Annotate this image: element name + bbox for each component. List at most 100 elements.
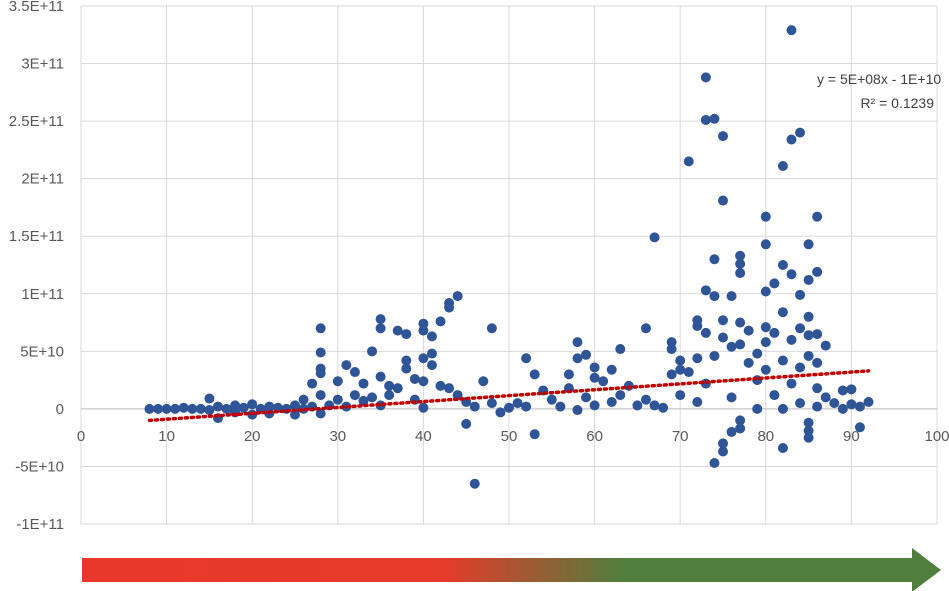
linear-trendline [147, 369, 871, 423]
data-point [718, 315, 728, 326]
data-point [675, 355, 686, 366]
data-point [521, 401, 532, 412]
data-point [735, 317, 746, 328]
data-point [846, 384, 857, 395]
data-point [812, 211, 823, 222]
data-point [735, 258, 746, 269]
data-point [221, 403, 232, 414]
data-point [504, 402, 514, 413]
data-point [187, 403, 198, 414]
data-point [375, 323, 386, 334]
data-point [195, 403, 206, 414]
data-point [358, 378, 369, 389]
data-point [769, 390, 780, 401]
data-point [418, 325, 429, 336]
data-point [589, 400, 600, 411]
data-point [589, 362, 600, 373]
data-point [418, 353, 429, 364]
data-point [786, 334, 797, 345]
data-point [230, 400, 241, 411]
data-point [264, 401, 275, 412]
data-point [315, 368, 326, 379]
data-point [803, 350, 814, 361]
data-point [812, 266, 823, 277]
data-point [777, 403, 788, 414]
data-point [486, 323, 497, 334]
data-point [718, 438, 728, 449]
data-point [718, 131, 728, 142]
data-point [435, 316, 446, 327]
data-point [426, 331, 437, 342]
scatter-series [144, 25, 874, 489]
data-point [769, 278, 780, 289]
data-point [692, 321, 703, 332]
data-point [812, 383, 823, 394]
data-point [666, 344, 677, 355]
x-tick-label-6: 60 [586, 428, 603, 445]
data-point [461, 418, 472, 429]
data-point [606, 364, 617, 375]
data-point [820, 340, 831, 351]
data-point [401, 355, 412, 366]
data-point [452, 291, 463, 302]
data-point [290, 409, 300, 420]
data-point [367, 392, 378, 403]
data-point [572, 353, 583, 364]
data-point [709, 254, 720, 265]
data-point [786, 269, 797, 280]
data-point [760, 239, 771, 250]
x-tick-label-3: 30 [329, 428, 346, 445]
data-point [153, 403, 164, 414]
y-tick-label-6: 2E+11 [21, 171, 64, 188]
data-point [846, 399, 857, 410]
data-point [212, 401, 223, 412]
data-point [837, 385, 848, 396]
data-point [675, 390, 686, 401]
data-point [349, 390, 360, 401]
data-point [658, 402, 669, 413]
data-point [760, 337, 771, 348]
data-point [829, 398, 840, 409]
x-tick-label-10: 100 [924, 428, 949, 445]
data-point [649, 400, 660, 411]
data-point [803, 330, 814, 341]
data-point [315, 323, 326, 334]
data-point [777, 260, 788, 270]
data-point [178, 402, 189, 413]
data-point [735, 339, 746, 350]
data-point [854, 422, 865, 433]
data-point [563, 369, 574, 380]
data-point [444, 302, 455, 313]
data-point [649, 232, 660, 243]
data-point [204, 405, 215, 416]
data-point [161, 403, 172, 414]
y-tick-label-4: 1E+11 [21, 286, 64, 303]
x-tick-label-5: 50 [501, 428, 518, 445]
data-point [709, 350, 720, 361]
data-point [803, 432, 814, 443]
data-point [786, 25, 797, 36]
data-point [760, 364, 771, 375]
data-point [247, 399, 258, 410]
data-point [521, 353, 532, 364]
data-point [709, 113, 720, 124]
data-point [743, 325, 754, 336]
data-point [632, 400, 643, 411]
data-point [375, 314, 386, 325]
data-point [795, 323, 806, 334]
data-point [341, 360, 352, 371]
trendline-equation: y = 5E+08x - 1E+10 [817, 71, 941, 87]
y-tick-label-1: -5E+10 [15, 458, 64, 475]
data-point [598, 376, 609, 387]
data-point [238, 402, 249, 413]
data-point [144, 403, 155, 414]
gradient-direction-arrow [82, 548, 941, 591]
x-tick-label-9: 90 [843, 428, 860, 445]
data-point [589, 372, 600, 383]
data-point [760, 211, 771, 222]
data-point [409, 373, 420, 384]
data-point [735, 415, 746, 426]
data-point [204, 393, 215, 404]
data-point [572, 405, 583, 416]
